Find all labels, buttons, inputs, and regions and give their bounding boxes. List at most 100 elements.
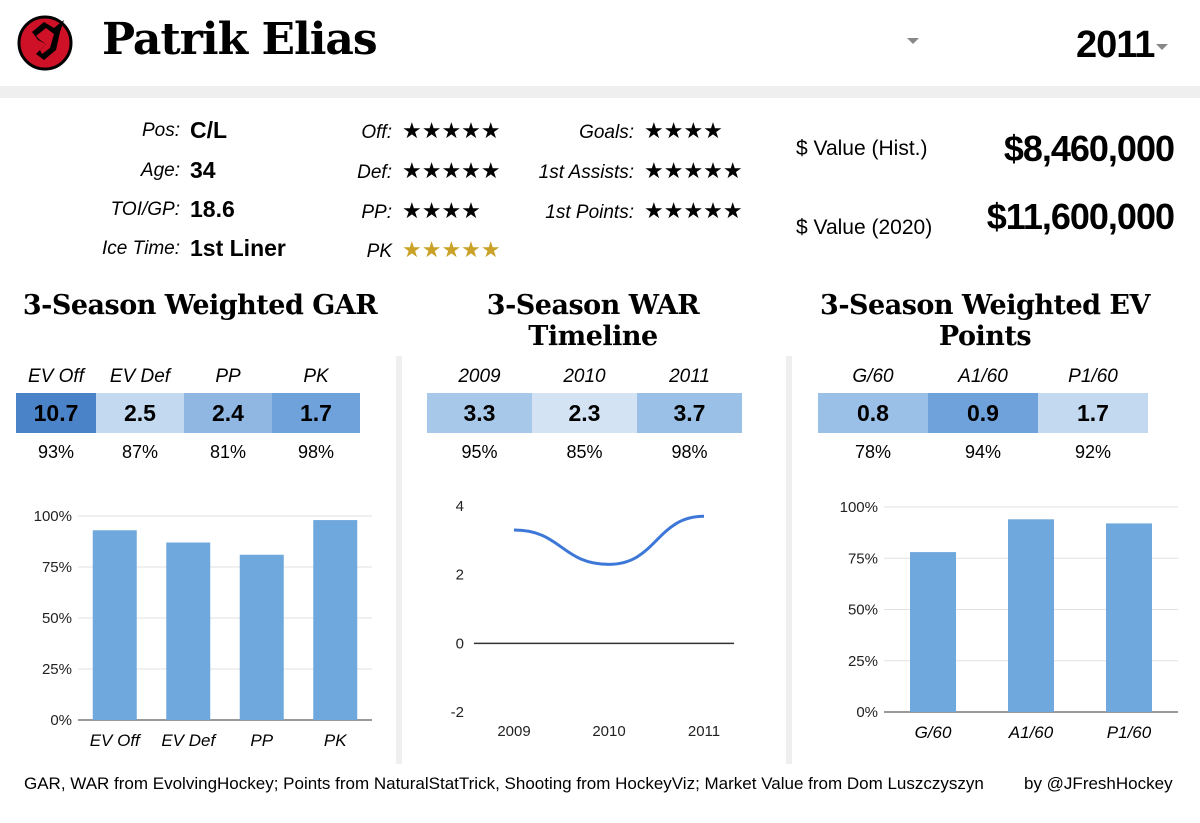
ice-time-value: 1st Liner bbox=[190, 235, 286, 261]
ev-chart-ytick-label: 0% bbox=[856, 704, 878, 721]
pk-rating-stars: ★★★★★ bbox=[402, 238, 501, 263]
gar-value-pp: 2.4 bbox=[184, 393, 272, 433]
toi-label: TOI/GP: bbox=[110, 199, 180, 220]
first-points-rating-label: 1st Points: bbox=[545, 202, 634, 223]
current-value-label: $ Value (2020) bbox=[796, 216, 933, 239]
goals-rating-stars: ★★★★ bbox=[644, 119, 723, 144]
war-chart-xtick-label: 2011 bbox=[688, 723, 720, 740]
gar-value-pk: 1.7 bbox=[272, 393, 360, 433]
war-chart-ytick-label: 0 bbox=[456, 635, 464, 652]
ev-chart-bar bbox=[1008, 519, 1054, 712]
pos-label: Pos: bbox=[141, 120, 180, 141]
ev-header-g60: G/60 bbox=[852, 366, 894, 387]
ev-value-p160: 1.7 bbox=[1038, 393, 1148, 433]
gar-chart-xtick-label: EV Off bbox=[90, 731, 142, 750]
section-divider-right bbox=[786, 356, 792, 764]
ev-value-a160: 0.9 bbox=[928, 393, 1038, 433]
ev-chart-ytick-label: 100% bbox=[840, 499, 878, 516]
ev-points-percentile-bar-chart: 0% 25% 50% 75% 100% G/60 A1/60 P1/60 bbox=[840, 499, 1178, 742]
gar-section-title: 3-Season Weighted GAR bbox=[22, 290, 378, 321]
war-chart-ytick-label: -2 bbox=[451, 704, 464, 721]
gar-chart-ytick-label: 50% bbox=[42, 610, 72, 627]
player-dropdown-icon[interactable] bbox=[907, 38, 919, 44]
war-header-2009: 2009 bbox=[458, 366, 501, 387]
gar-chart-ytick-label: 25% bbox=[42, 661, 72, 678]
gar-pct-pp: 81% bbox=[209, 442, 247, 462]
war-pct-2009: 95% bbox=[461, 442, 498, 462]
ev-chart-xtick-label: A1/60 bbox=[1008, 723, 1054, 742]
data-sources-footer: GAR, WAR from EvolvingHockey; Points fro… bbox=[24, 774, 984, 793]
ev-chart-xtick-label: G/60 bbox=[915, 723, 952, 742]
war-chart-xtick-label: 2010 bbox=[592, 723, 625, 740]
first-assists-rating-stars: ★★★★★ bbox=[644, 159, 743, 184]
ev-pct-a160: 94% bbox=[964, 442, 1002, 462]
war-chart-ytick-label: 2 bbox=[456, 567, 464, 584]
age-label: Age: bbox=[140, 160, 180, 181]
off-rating-stars: ★★★★★ bbox=[402, 119, 501, 144]
ev-section-title: 3-Season Weighted EV Points bbox=[820, 290, 1150, 352]
gar-header-ev-off: EV Off bbox=[28, 366, 84, 387]
gar-pct-pk: 98% bbox=[297, 442, 335, 462]
ev-chart-ytick-label: 25% bbox=[848, 653, 878, 670]
gar-chart-bar bbox=[313, 520, 358, 720]
team-logo-icon bbox=[17, 15, 73, 71]
pp-rating-label: PP: bbox=[361, 202, 392, 223]
header: Patrik Elias 2011 bbox=[0, 0, 1200, 86]
def-rating-label: Def: bbox=[357, 162, 392, 183]
gar-chart-xtick-label: EV Def bbox=[161, 731, 217, 750]
war-header-2010: 2010 bbox=[563, 366, 606, 387]
war-header-2011: 2011 bbox=[669, 366, 710, 387]
gar-pct-ev-def: 87% bbox=[121, 442, 159, 462]
def-rating-stars: ★★★★★ bbox=[402, 159, 501, 184]
section-divider-left bbox=[396, 356, 402, 764]
first-points-rating-stars: ★★★★★ bbox=[644, 199, 743, 224]
gar-header-pp: PP bbox=[215, 366, 241, 387]
gar-chart-xtick-label: PK bbox=[324, 731, 347, 750]
off-rating-label: Off: bbox=[361, 122, 392, 143]
gar-chart-ytick-label: 0% bbox=[50, 712, 72, 729]
hist-value-label: $ Value (Hist.) bbox=[796, 137, 928, 160]
season-dropdown-icon[interactable] bbox=[1156, 44, 1168, 50]
pp-rating-stars: ★★★★ bbox=[402, 199, 481, 224]
gar-percentile-bar-chart: 0% 25% 50% 75% 100% EV Off EV Def PP PK bbox=[34, 508, 372, 750]
ev-chart-xtick-label: P1/60 bbox=[1107, 723, 1152, 742]
gar-pct-ev-off: 93% bbox=[37, 442, 75, 462]
ev-chart-ytick-label: 75% bbox=[848, 550, 878, 567]
ev-value-g60: 0.8 bbox=[818, 393, 928, 433]
ev-header-p160: P1/60 bbox=[1068, 366, 1118, 387]
first-assists-rating-label: 1st Assists: bbox=[538, 162, 634, 183]
current-value-amount: $11,600,000 bbox=[986, 196, 1175, 237]
war-chart-series-line bbox=[513, 514, 705, 566]
author-credit: by @JFreshHockey bbox=[1024, 774, 1173, 793]
pk-rating-label: PK bbox=[366, 241, 392, 262]
toi-value: 18.6 bbox=[190, 196, 235, 222]
ice-time-label: Ice Time: bbox=[102, 238, 180, 259]
ev-chart-bar bbox=[1106, 523, 1152, 712]
war-chart-ytick-label: 4 bbox=[456, 498, 464, 515]
gar-chart-bar bbox=[166, 542, 211, 720]
war-pct-2011: 98% bbox=[671, 442, 708, 462]
age-value: 34 bbox=[190, 157, 216, 183]
gar-chart-xtick-label: PP bbox=[250, 731, 273, 750]
war-value-2010: 2.3 bbox=[532, 393, 637, 433]
goals-rating-label: Goals: bbox=[579, 122, 634, 143]
ev-pct-g60: 78% bbox=[854, 442, 892, 462]
war-value-2009: 3.3 bbox=[427, 393, 532, 433]
header-divider bbox=[0, 86, 1200, 98]
war-pct-2010: 85% bbox=[566, 442, 603, 462]
war-timeline-line-chart: -2 0 2 4 2009 2010 2011 bbox=[451, 498, 734, 740]
pos-value: C/L bbox=[190, 117, 228, 143]
ev-chart-bar bbox=[910, 552, 956, 712]
gar-chart-bar bbox=[239, 554, 284, 720]
season-select[interactable]: 2011 bbox=[1076, 24, 1155, 66]
hist-value-amount: $8,460,000 bbox=[1003, 128, 1175, 169]
gar-value-ev-off: 10.7 bbox=[16, 393, 96, 433]
player-name: Patrik Elias bbox=[102, 14, 378, 65]
gar-value-ev-def: 2.5 bbox=[96, 393, 184, 433]
gar-header-pk: PK bbox=[303, 366, 329, 387]
war-section-title: 3-Season WAR Timeline bbox=[486, 290, 700, 352]
war-value-2011: 3.7 bbox=[637, 393, 742, 433]
ev-chart-ytick-label: 50% bbox=[848, 602, 878, 619]
ev-pct-p160: 92% bbox=[1074, 442, 1112, 462]
gar-chart-ytick-label: 100% bbox=[34, 508, 72, 525]
